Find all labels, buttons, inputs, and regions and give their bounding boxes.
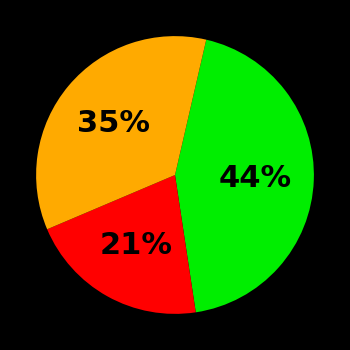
Wedge shape bbox=[175, 40, 314, 312]
Text: 44%: 44% bbox=[219, 163, 292, 193]
Wedge shape bbox=[36, 36, 206, 229]
Text: 35%: 35% bbox=[77, 109, 150, 138]
Text: 21%: 21% bbox=[99, 231, 172, 260]
Wedge shape bbox=[47, 175, 196, 314]
